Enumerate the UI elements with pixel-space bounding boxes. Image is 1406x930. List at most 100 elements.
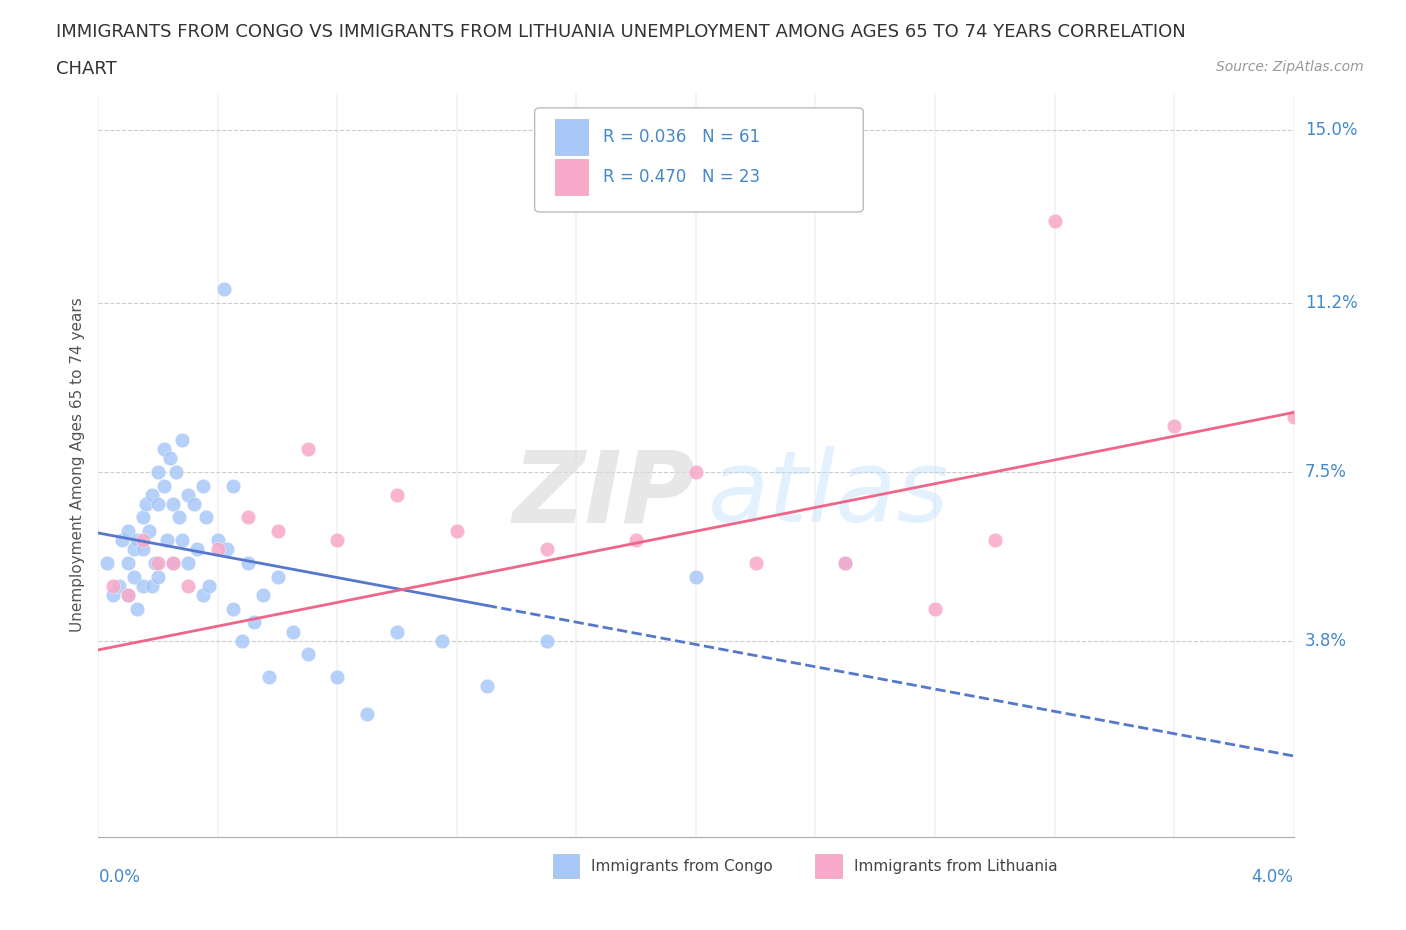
Text: 0.0%: 0.0% [98,868,141,885]
Point [685,569,707,584]
Point [430,633,453,648]
Point [236,556,259,571]
Point [536,542,558,557]
Text: IMMIGRANTS FROM CONGO VS IMMIGRANTS FROM LITHUANIA UNEMPLOYMENT AMONG AGES 65 TO: IMMIGRANTS FROM CONGO VS IMMIGRANTS FROM… [56,23,1187,41]
Point [236,510,259,525]
Point [356,706,378,721]
Point [153,442,176,457]
Point [177,487,200,502]
Point [385,624,409,639]
Point [162,556,184,571]
Point [148,556,170,571]
Point [834,556,856,571]
Point [984,533,1007,548]
Point [124,542,146,557]
Point [198,578,221,593]
Text: 7.5%: 7.5% [1305,463,1347,481]
Point [167,510,190,525]
Bar [553,854,579,878]
Point [207,533,229,548]
Point [148,464,170,479]
Point [1163,418,1185,433]
Point [385,487,409,502]
Point [138,524,160,538]
Point [96,556,118,571]
Point [195,510,218,525]
Point [156,533,179,548]
Point [103,578,125,593]
Point [834,556,856,571]
Point [222,602,245,617]
Text: R = 0.036   N = 61: R = 0.036 N = 61 [603,128,759,146]
Point [148,497,170,512]
Point [326,670,349,684]
Point [172,432,194,447]
Point [132,510,155,525]
Point [132,533,155,548]
Point [183,497,205,512]
Point [148,569,170,584]
Point [222,478,245,493]
Point [132,542,155,557]
Point [536,633,558,648]
Text: Immigrants from Congo: Immigrants from Congo [591,858,772,873]
Point [124,569,146,584]
Text: 15.0%: 15.0% [1305,121,1357,139]
Text: R = 0.470   N = 23: R = 0.470 N = 23 [603,168,759,186]
Point [207,542,229,557]
Point [1043,213,1066,228]
Point [191,588,214,603]
Point [257,670,280,684]
Point [924,602,946,617]
Point [281,624,304,639]
Point [191,478,214,493]
Point [231,633,253,648]
Point [177,578,200,593]
Point [153,478,176,493]
Point [127,602,149,617]
Point [177,556,200,571]
Text: CHART: CHART [56,60,117,78]
Point [267,569,290,584]
Point [103,588,125,603]
Point [117,588,139,603]
Point [117,588,139,603]
Point [243,615,266,630]
Bar [815,854,842,878]
FancyBboxPatch shape [534,108,863,212]
Bar [555,119,589,154]
Y-axis label: Unemployment Among Ages 65 to 74 years: Unemployment Among Ages 65 to 74 years [69,298,84,632]
Text: Immigrants from Lithuania: Immigrants from Lithuania [853,858,1057,873]
Text: 3.8%: 3.8% [1305,631,1347,650]
Point [326,533,349,548]
Point [446,524,468,538]
Point [159,451,181,466]
Point [297,647,319,662]
Point [132,578,155,593]
Point [475,679,498,694]
Point [745,556,768,571]
Point [117,556,139,571]
Bar [555,159,589,195]
Point [267,524,290,538]
Point [162,497,184,512]
Point [297,442,319,457]
Point [626,533,648,548]
Point [117,524,139,538]
Point [252,588,274,603]
Text: Source: ZipAtlas.com: Source: ZipAtlas.com [1216,60,1364,74]
Point [165,464,187,479]
Text: ZIP: ZIP [513,446,696,543]
Text: 11.2%: 11.2% [1305,294,1357,312]
Point [135,497,157,512]
Point [108,578,131,593]
Point [215,542,238,557]
Point [186,542,208,557]
Point [212,282,235,297]
Point [111,533,134,548]
Text: atlas: atlas [709,446,949,543]
Point [172,533,194,548]
Text: 4.0%: 4.0% [1251,868,1294,885]
Point [1282,409,1305,424]
Point [141,487,163,502]
